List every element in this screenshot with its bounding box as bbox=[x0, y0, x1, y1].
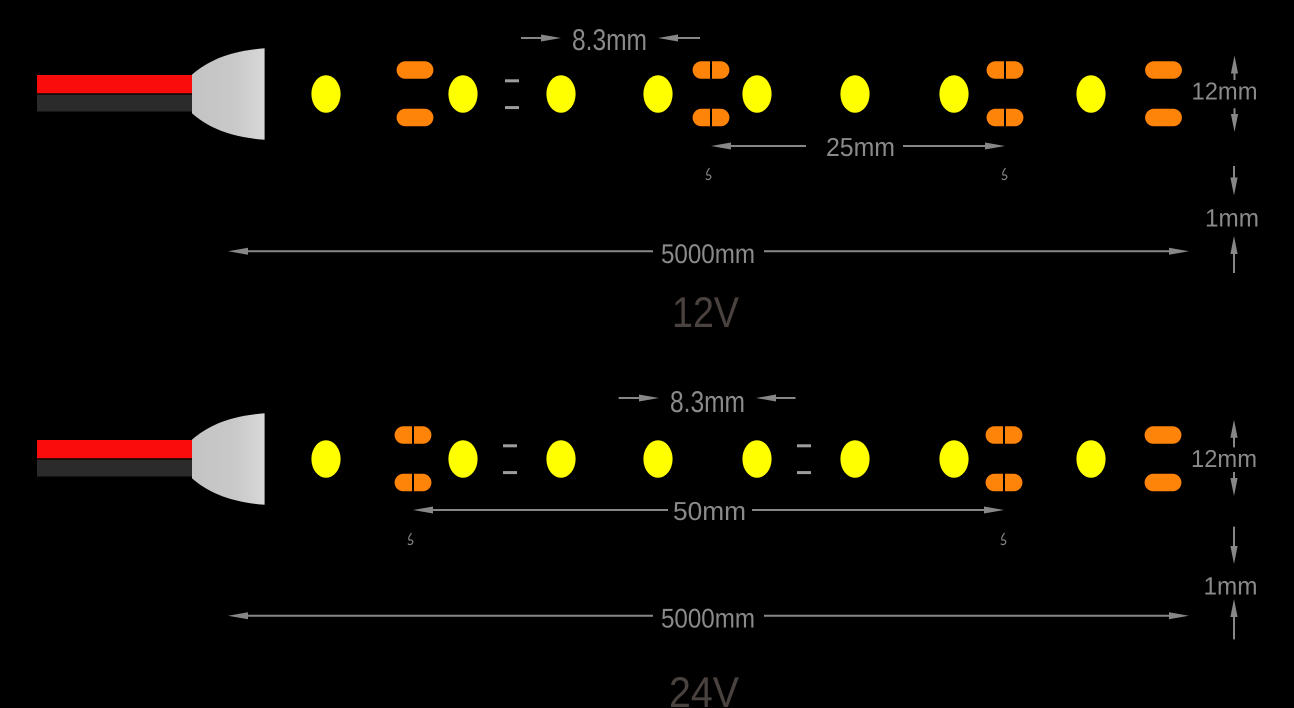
svg-text:24V: 24V bbox=[669, 669, 739, 708]
svg-text:8.3mm: 8.3mm bbox=[572, 24, 647, 57]
svg-text:12mm: 12mm bbox=[1191, 446, 1257, 473]
svg-text:50mm: 50mm bbox=[673, 496, 746, 526]
svg-text:25mm: 25mm bbox=[826, 132, 895, 162]
svg-text:1mm: 1mm bbox=[1205, 205, 1259, 233]
svg-text:8.3mm: 8.3mm bbox=[670, 386, 745, 419]
svg-text:5000mm: 5000mm bbox=[661, 603, 755, 633]
svg-text:1mm: 1mm bbox=[1204, 573, 1258, 601]
svg-text:12mm: 12mm bbox=[1192, 79, 1258, 106]
svg-text:5000mm: 5000mm bbox=[661, 239, 755, 269]
svg-text:12V: 12V bbox=[672, 289, 739, 337]
